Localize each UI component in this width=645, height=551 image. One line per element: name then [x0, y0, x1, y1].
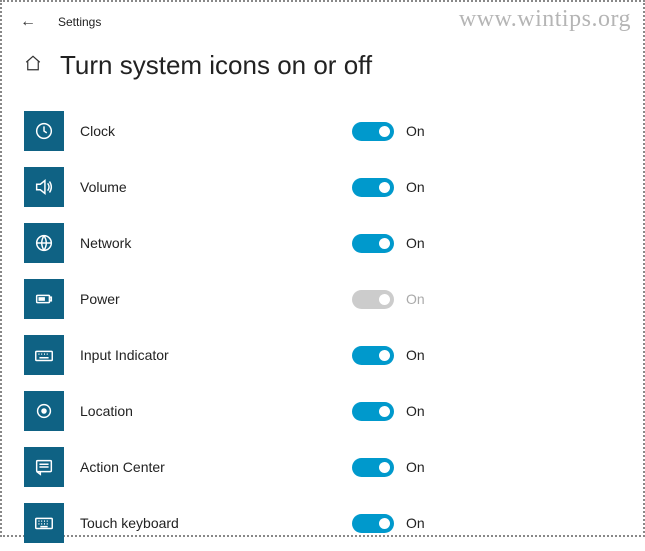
setting-label: Power: [80, 291, 352, 307]
power-icon: [24, 279, 64, 319]
toggle-state-label: On: [406, 291, 425, 307]
setting-row-touch-keyboard: Touch keyboard On: [24, 495, 621, 551]
setting-label: Action Center: [80, 459, 352, 475]
back-button[interactable]: ←: [20, 14, 36, 30]
page-title: Turn system icons on or off: [60, 50, 372, 81]
setting-row-clock: Clock On: [24, 103, 621, 159]
setting-label: Volume: [80, 179, 352, 195]
toggle-volume[interactable]: [352, 178, 394, 197]
setting-row-location: Location On: [24, 383, 621, 439]
toggle-clock[interactable]: [352, 122, 394, 141]
setting-row-volume: Volume On: [24, 159, 621, 215]
setting-row-network: Network On: [24, 215, 621, 271]
setting-label: Input Indicator: [80, 347, 352, 363]
volume-icon: [24, 167, 64, 207]
setting-row-power: Power On: [24, 271, 621, 327]
toggle-state-label: On: [406, 347, 425, 363]
settings-list: Clock On Volume On Network On Power: [2, 103, 643, 551]
toggle-input-indicator[interactable]: [352, 346, 394, 365]
toggle-state-label: On: [406, 459, 425, 475]
toggle-power: [352, 290, 394, 309]
setting-label: Network: [80, 235, 352, 251]
keyboard-icon: [24, 335, 64, 375]
setting-label: Clock: [80, 123, 352, 139]
toggle-state-label: On: [406, 403, 425, 419]
app-title: Settings: [58, 15, 101, 29]
touch-keyboard-icon: [24, 503, 64, 543]
clock-icon: [24, 111, 64, 151]
setting-row-action-center: Action Center On: [24, 439, 621, 495]
toggle-location[interactable]: [352, 402, 394, 421]
toggle-state-label: On: [406, 235, 425, 251]
home-icon[interactable]: [24, 54, 42, 77]
action-center-icon: [24, 447, 64, 487]
setting-label: Location: [80, 403, 352, 419]
toggle-network[interactable]: [352, 234, 394, 253]
setting-row-input-indicator: Input Indicator On: [24, 327, 621, 383]
toggle-state-label: On: [406, 123, 425, 139]
network-icon: [24, 223, 64, 263]
location-icon: [24, 391, 64, 431]
window-header: ← Settings: [2, 2, 643, 36]
toggle-touch-keyboard[interactable]: [352, 514, 394, 533]
setting-label: Touch keyboard: [80, 515, 352, 531]
toggle-state-label: On: [406, 515, 425, 531]
toggle-action-center[interactable]: [352, 458, 394, 477]
title-row: Turn system icons on or off: [2, 36, 643, 103]
toggle-state-label: On: [406, 179, 425, 195]
